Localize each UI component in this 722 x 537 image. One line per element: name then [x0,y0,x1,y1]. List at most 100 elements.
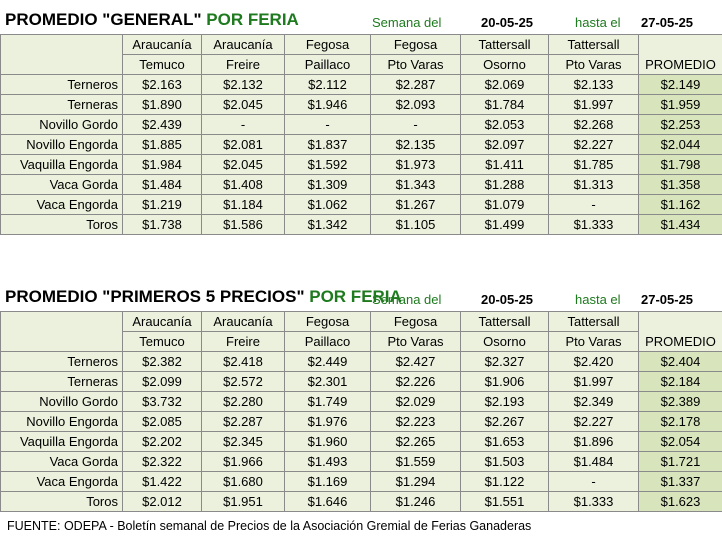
price-cell: $2.193 [460,391,549,412]
price-cell: $2.223 [370,411,461,432]
promedio-cell: $2.184 [638,371,722,392]
price-cell: $2.135 [370,134,461,155]
column-header: Araucanía [122,34,202,55]
top5-table: Araucanía Araucanía Fegosa Fegosa Tatter… [0,311,722,512]
price-cell: $2.202 [122,431,202,452]
general-section: PROMEDIO "GENERAL" POR FERIA Semana del … [0,0,722,235]
row-label: Novillo Gordo [0,114,123,135]
price-cell: $1.333 [548,214,639,235]
price-cell: $1.973 [370,154,461,175]
top5-week-label: Semana del [372,292,442,307]
price-cell: $2.267 [460,411,549,432]
promedio-cell: $2.044 [638,134,722,155]
row-label: Vaca Gorda [0,451,123,472]
table-row: Novillo Engorda $1.885 $2.081 $1.837 $2.135 $… [0,134,722,155]
price-cell: $2.226 [370,371,461,392]
price-cell: $3.732 [122,391,202,412]
row-label: Terneras [0,94,123,115]
row-label: Toros [0,491,123,512]
row-label: Novillo Engorda [0,411,123,432]
price-cell: $1.997 [548,371,639,392]
price-cell: $1.342 [284,214,371,235]
price-cell: $2.449 [284,351,371,372]
price-cell: $2.132 [201,74,285,95]
column-subheader: Pto Varas [370,331,461,352]
price-cell: $2.345 [201,431,285,452]
price-cell: $1.411 [460,154,549,175]
promedio-cell: $1.434 [638,214,722,235]
price-cell: $1.785 [548,154,639,175]
price-cell: $2.572 [201,371,285,392]
price-cell: $1.890 [122,94,202,115]
top5-title: PROMEDIO "PRIMEROS 5 PRECIOS" POR FERIA [5,287,402,306]
price-cell: $2.099 [122,371,202,392]
price-cell: $1.105 [370,214,461,235]
price-cell: $2.382 [122,351,202,372]
price-cell: $2.301 [284,371,371,392]
general-date-to: 27-05-25 [641,15,694,30]
price-cell: $1.738 [122,214,202,235]
price-cell: $1.219 [122,194,202,215]
price-cell: $1.062 [284,194,371,215]
price-cell: $2.053 [460,114,549,135]
column-subheader: Osorno [460,54,549,75]
top5-date-to: 27-05-25 [641,292,694,307]
top5-until-label: hasta el [575,292,621,307]
column-subheader: Pto Varas [548,331,639,352]
column-subheader: Pto Varas [548,54,639,75]
column-subheader: Paillaco [284,54,371,75]
price-cell: $2.093 [370,94,461,115]
column-subheader: Paillaco [284,331,371,352]
column-header: Araucanía [201,34,285,55]
column-subheader: Freire [201,331,285,352]
promedio-cell: $1.337 [638,471,722,492]
top5-title-suffix: POR FERIA [309,287,402,306]
promedio-cell: $1.959 [638,94,722,115]
column-subheader: Temuco [122,331,202,352]
general-week-label: Semana del [372,15,442,30]
column-subheader: Freire [201,54,285,75]
column-header: Tattersall [548,34,639,55]
price-cell: $1.592 [284,154,371,175]
general-title-suffix: POR FERIA [206,10,299,29]
general-date-from: 20-05-25 [481,15,534,30]
price-cell: - [370,114,461,135]
column-header: Araucanía [122,311,202,332]
price-cell: $1.294 [370,471,461,492]
price-cell: $1.333 [548,491,639,512]
promedio-cell: $1.623 [638,491,722,512]
top5-header-row-1: Araucanía Araucanía Fegosa Fegosa Tatter… [0,311,722,352]
top5-title-row: PROMEDIO "PRIMEROS 5 PRECIOS" POR FERIA … [0,277,722,311]
header-corner [0,34,123,75]
price-cell: - [201,114,285,135]
table-row: Vaca Gorda $1.484 $1.408 $1.309 $1.343 $1.288… [0,174,722,195]
price-cell: $2.227 [548,411,639,432]
price-cell: $2.081 [201,134,285,155]
price-cell: $2.265 [370,431,461,452]
column-subheader: Pto Varas [370,54,461,75]
price-cell: $1.079 [460,194,549,215]
price-cell: $1.551 [460,491,549,512]
price-cell: $1.896 [548,431,639,452]
table-row: Terneros $2.163 $2.132 $2.112 $2.287 $2.069 $2… [0,74,722,95]
row-label: Terneros [0,74,123,95]
price-cell: $1.997 [548,94,639,115]
row-label: Vaca Gorda [0,174,123,195]
row-label: Vaquilla Engorda [0,431,123,452]
general-until-label: hasta el [575,15,621,30]
price-cell: $2.045 [201,94,285,115]
price-cell: $1.309 [284,174,371,195]
top5-section: PROMEDIO "PRIMEROS 5 PRECIOS" POR FERIA … [0,277,722,512]
source-footer: FUENTE: ODEPA - Boletín semanal de Preci… [7,519,532,533]
price-cell: $1.680 [201,471,285,492]
price-cell: $2.097 [460,134,549,155]
table-row: Novillo Engorda $2.085 $2.287 $1.976 $2.223 $… [0,411,722,432]
price-cell: $1.559 [370,451,461,472]
table-row: Vaca Engorda $1.219 $1.184 $1.062 $1.267 $1.0… [0,194,722,215]
column-header: Tattersall [460,34,549,55]
table-row: Vaquilla Engorda $1.984 $2.045 $1.592 $1.973… [0,154,722,175]
price-cell: $2.133 [548,74,639,95]
general-title-row: PROMEDIO "GENERAL" POR FERIA Semana del … [0,0,722,34]
table-row: Terneras $2.099 $2.572 $2.301 $2.226 $1.906 $1… [0,371,722,392]
row-label: Vaca Engorda [0,194,123,215]
